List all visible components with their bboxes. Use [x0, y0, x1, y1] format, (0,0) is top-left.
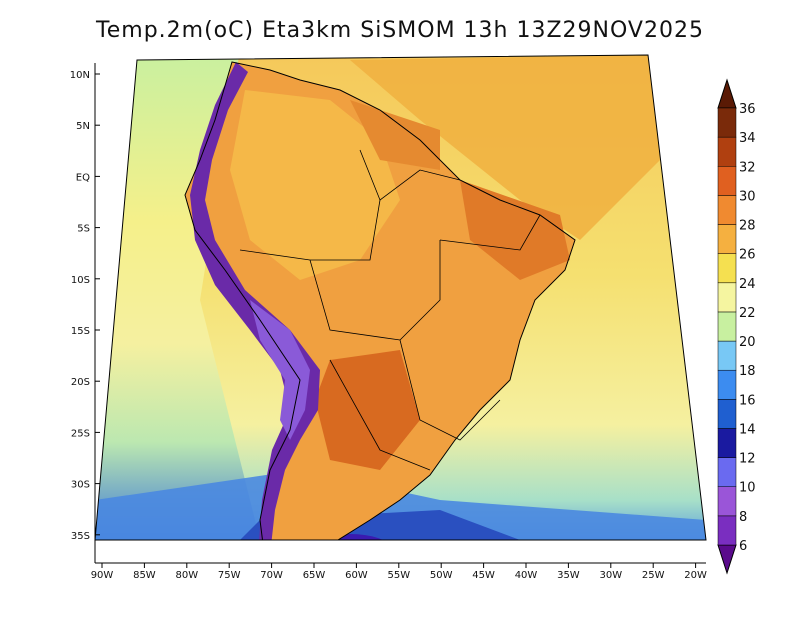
colorbar-label: 30: [739, 189, 756, 204]
border-goias: [399, 339, 501, 441]
lon-tick-label: 90W: [91, 570, 114, 581]
colorbar-swatch: [717, 224, 737, 254]
lat-tick-label: 10N: [70, 70, 90, 81]
lon-tick-label: 35W: [557, 570, 580, 581]
latitude-ticks: 10N 5N EQ 5S 10S 15S 20S 25S 30S 35S: [70, 70, 100, 542]
colorbar-swatch: [717, 369, 737, 400]
border-amazonas: [239, 149, 381, 261]
lat-tick-label: EQ: [76, 172, 90, 183]
atlantic-warm-zone: [350, 55, 660, 240]
colorbar-swatch: [717, 340, 737, 371]
lat-tick-label: 5N: [76, 121, 90, 132]
amazon-region: [230, 90, 400, 280]
map-frame: [94, 54, 707, 541]
colorbar-swatch: [717, 311, 737, 342]
lat-tick-label: 10S: [71, 275, 90, 286]
lon-tick-label: 85W: [133, 570, 156, 581]
colorbar-swatch: [717, 515, 737, 546]
colorbar-label: 32: [739, 160, 756, 175]
colorbar-swatch: [717, 486, 737, 517]
colorbar-label: 18: [739, 364, 756, 379]
map-field: [95, 55, 706, 540]
lon-tick-label: 20W: [684, 570, 707, 581]
colorbar-swatch: [717, 457, 737, 487]
colorbar-swatch: [717, 107, 737, 138]
lon-tick-label: 65W: [303, 570, 326, 581]
colorbar-label: 20: [739, 335, 756, 350]
lon-tick-label: 30W: [599, 570, 622, 581]
colorbar-label: 34: [739, 131, 756, 146]
lon-tick-label: 50W: [430, 570, 453, 581]
colorbar-swatch: [717, 428, 737, 458]
state-borders: [239, 149, 541, 471]
colorbar-label: 14: [739, 422, 756, 437]
colorbar-label: 26: [739, 248, 756, 263]
southern-cold-zone: [95, 470, 706, 540]
colorbar-top-arrow: [717, 78, 737, 109]
colorbar-swatch: [717, 282, 737, 313]
lon-tick-label: 40W: [515, 570, 538, 581]
lat-tick-label: 20S: [71, 377, 90, 388]
coastline: [184, 61, 576, 540]
lon-tick-label: 55W: [387, 570, 410, 581]
colorbar-bottom-arrow: [717, 544, 737, 575]
lat-tick-label: 35S: [71, 531, 90, 542]
colorbar-swatch: [717, 399, 737, 429]
colorbar-label: 16: [739, 393, 756, 408]
hot-zone-north: [350, 100, 440, 170]
colorbar-label: 28: [739, 219, 756, 234]
lat-tick-label: 25S: [71, 428, 90, 439]
lon-tick-label: 80W: [175, 570, 198, 581]
lon-tick-label: 25W: [642, 570, 665, 581]
colorbar-label: 12: [739, 452, 756, 467]
lat-tick-label: 5S: [77, 224, 90, 235]
colorbar-label: 36: [739, 102, 756, 117]
lon-tick-label: 75W: [218, 570, 241, 581]
lon-tick-label: 45W: [472, 570, 495, 581]
hot-zone-northeast: [460, 180, 570, 280]
lat-tick-label: 30S: [71, 480, 90, 491]
colorbar-swatch: [717, 253, 737, 284]
colorbar-swatch: [717, 195, 737, 225]
border-parana: [329, 359, 431, 471]
colorbar-swatch: [717, 136, 737, 167]
colorbar-label: 10: [739, 481, 756, 496]
colorbar-label: 22: [739, 306, 756, 321]
border-para: [379, 169, 461, 201]
map-title: Temp.2m(oC) Eta3km SiSMOM 13h 13Z29NOV20…: [96, 18, 704, 43]
lon-tick-label: 60W: [345, 570, 368, 581]
colorbar-swatch: [717, 166, 737, 196]
colorbar-label: 24: [739, 277, 756, 292]
colorbar: 6 8 10 12 14 16 18 20 22 24 26 28 30 32 34 36: [717, 78, 756, 575]
lat-tick-label: 15S: [71, 326, 90, 337]
colorbar-label: 6: [739, 539, 747, 554]
border-bahia: [439, 214, 541, 251]
colorbar-label: 8: [739, 510, 747, 525]
longitude-ticks: 90W 85W 80W 75W 70W 65W 60W 55W 50W 45W 40W 35W 30W 2…: [91, 563, 707, 581]
lon-tick-label: 70W: [260, 570, 283, 581]
